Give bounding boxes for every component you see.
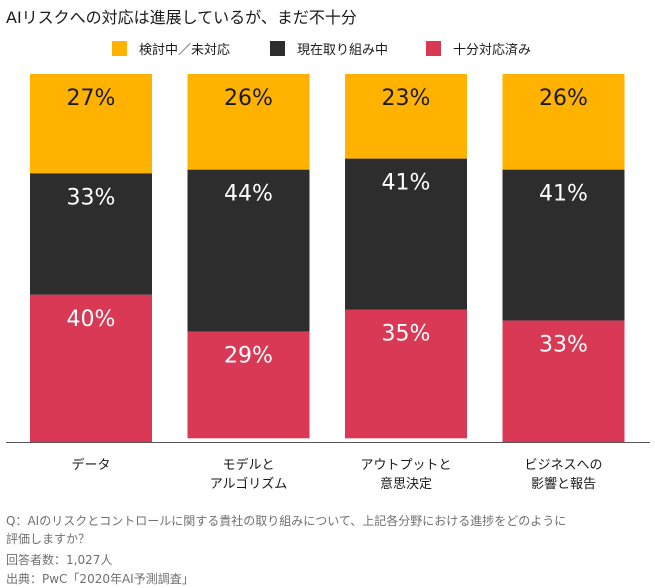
- legend-item-undecided: 検討中／未対応: [112, 38, 230, 58]
- category-label-3: ビジネスへの影響と報告: [524, 458, 602, 492]
- bar-undecided-2: [345, 74, 467, 159]
- legend-label-in-progress: 現在取り組み中: [297, 42, 389, 58]
- stacked-bar-chart: 27% 33% 40% データ 26% 44% 29% モデルとアルゴリズム 23% 41% 35%…: [6, 74, 650, 492]
- legend-swatch-done: [426, 40, 441, 56]
- data-label-undecided-3: 26%: [539, 86, 588, 111]
- data-label-done-2: 35%: [382, 322, 431, 347]
- legend-label-undecided: 検討中／未対応: [139, 42, 231, 58]
- bar-in-progress-0: [30, 173, 152, 295]
- data-label-in-progress-3: 41%: [539, 182, 588, 207]
- bar-done-2: [345, 309, 467, 439]
- legend-swatch-undecided: [112, 40, 127, 56]
- bar-done-0: [30, 294, 152, 442]
- chart-title: AIリスクへの対応は進展しているが、まだ不十分: [6, 8, 357, 27]
- data-label-undecided-1: 26%: [224, 86, 273, 111]
- bar-done-3: [502, 320, 625, 442]
- bar-in-progress-2: [345, 158, 467, 310]
- category-label-1: モデルとアルゴリズム: [210, 457, 288, 492]
- data-label-in-progress-1: 44%: [224, 182, 273, 207]
- legend: 検討中／未対応 現在取り組み中 十分対応済み: [0, 38, 655, 58]
- respondents-note: 回答者数：1,027人: [6, 553, 113, 567]
- legend-swatch-in-progress: [270, 40, 285, 56]
- data-label-done-3: 33%: [539, 333, 588, 358]
- question-note-line-2: 評価しますか？: [6, 532, 91, 546]
- category-label-0: データ: [71, 457, 110, 473]
- bar-in-progress-3: [502, 169, 625, 321]
- data-label-in-progress-0: 33%: [67, 185, 116, 210]
- bar-in-progress-1: [187, 169, 310, 332]
- data-label-done-1: 29%: [224, 344, 273, 369]
- bar-undecided-0: [30, 74, 152, 174]
- bar-done-1: [187, 331, 310, 439]
- category-label-2: アウトプットと意思決定: [360, 458, 451, 492]
- question-note-line-1: Q：AIのリスクとコントロールに関する貴社の取り組みについて、上記各分野における…: [6, 514, 567, 528]
- bar-undecided-3: [502, 74, 625, 170]
- data-label-undecided-2: 23%: [382, 86, 431, 111]
- legend-label-done: 十分対応済み: [453, 42, 532, 58]
- data-label-in-progress-2: 41%: [382, 171, 431, 196]
- data-label-undecided-0: 27%: [67, 86, 116, 111]
- legend-item-in-progress: 現在取り組み中: [270, 38, 388, 58]
- data-label-done-0: 40%: [67, 307, 116, 332]
- legend-item-done: 十分対応済み: [426, 38, 531, 58]
- source-note: 出典：PwC「2020年AI予測調査」: [6, 572, 194, 586]
- bar-undecided-1: [187, 74, 310, 170]
